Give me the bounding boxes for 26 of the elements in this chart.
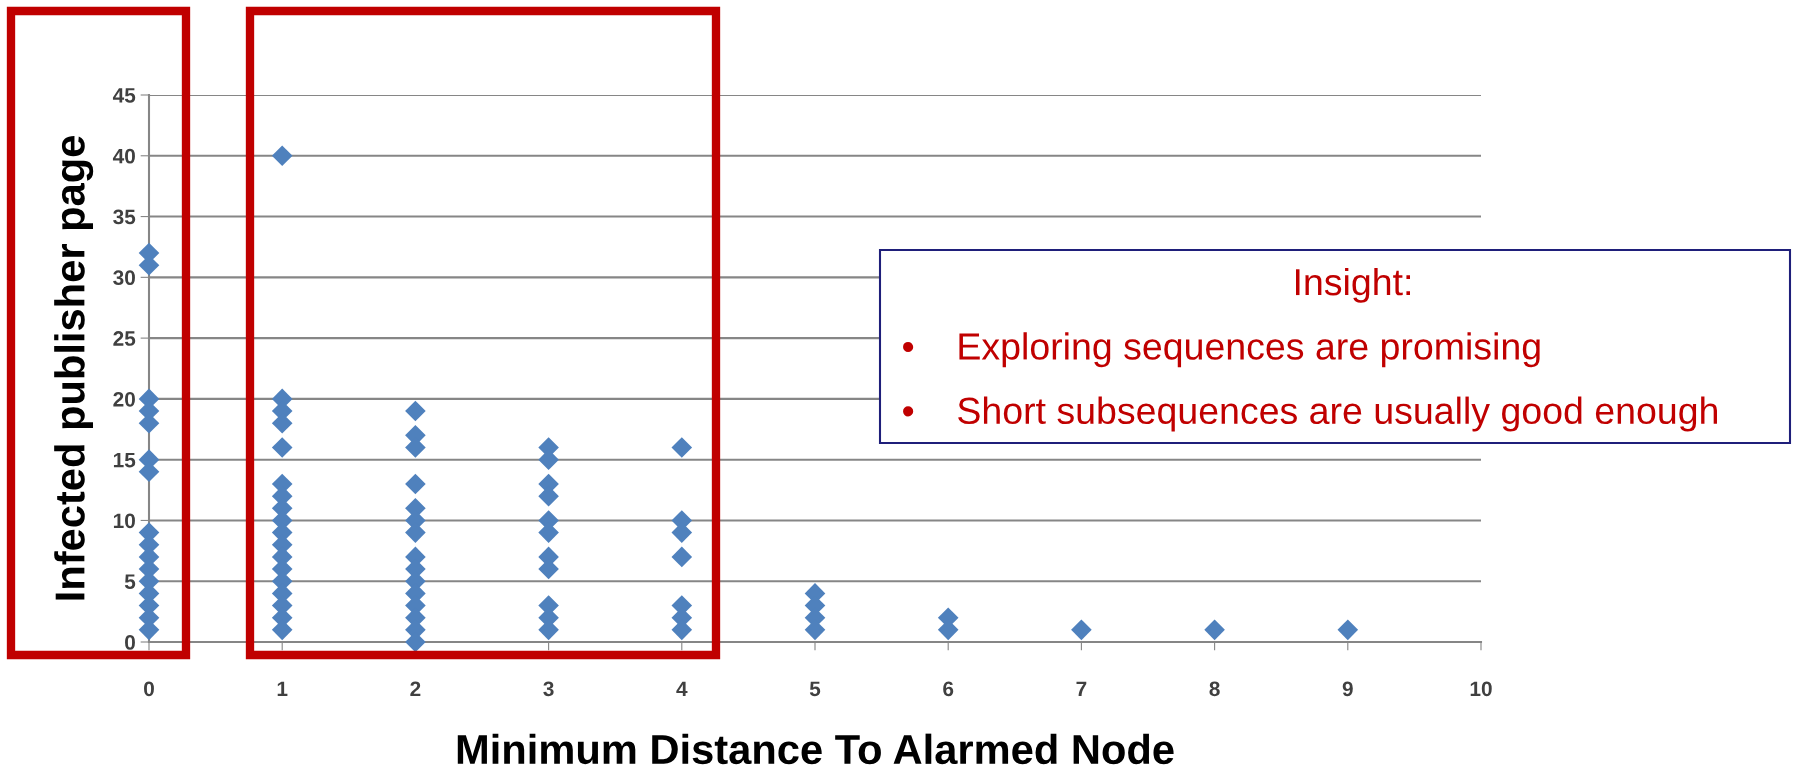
y-tick-label: 25: [113, 331, 136, 346]
x-tick-label: 7: [1076, 681, 1087, 696]
y-tick-label: 35: [113, 209, 136, 225]
y-tick-label: 0: [125, 635, 135, 650]
annotation: • Short subsequences are usually good enough: [903, 396, 1717, 432]
y-tick-label: 30: [113, 270, 135, 286]
y-tick-label: 5: [124, 574, 136, 589]
y-tick-label: 40: [112, 148, 135, 164]
y-tick-label: 45: [112, 88, 136, 103]
x-tick-label: 6: [943, 681, 954, 697]
x-tick-label: 5: [809, 681, 821, 697]
annotation: Insight:: [1295, 267, 1410, 303]
annotation: • Exploring sequences are promising: [903, 332, 1540, 368]
y-axis-title: Infected publisher page: [54, 136, 94, 600]
x-tick-label: 1: [277, 681, 288, 696]
x-tick-label: 0: [144, 681, 154, 697]
y-tick-label: 15: [113, 452, 136, 468]
x-tick-label: 3: [543, 681, 554, 697]
y-tick-label: 20: [113, 391, 135, 407]
x-tick-label: 4: [676, 681, 688, 696]
x-tick-label: 10: [1470, 681, 1492, 697]
y-tick-label: 10: [113, 513, 135, 529]
x-tick-label: 8: [1209, 681, 1220, 697]
x-tick-label: 9: [1342, 681, 1353, 697]
x-tick-label: 2: [410, 681, 421, 696]
x-axis-title: Minimum Distance To Alarmed Node: [457, 733, 1174, 765]
